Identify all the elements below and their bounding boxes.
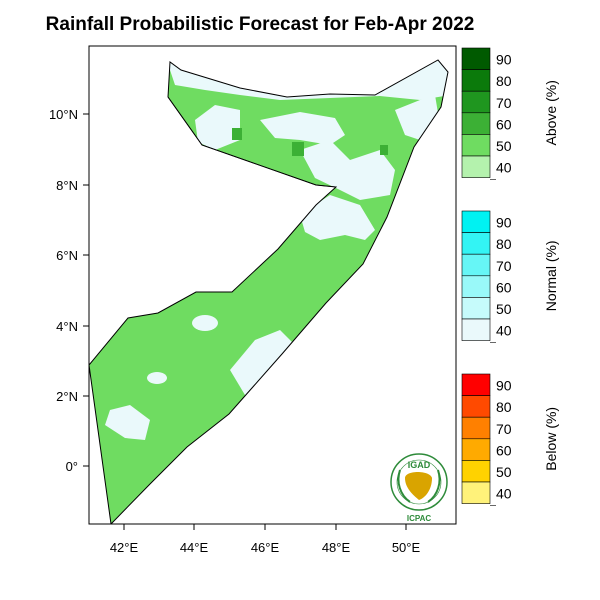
- colorbar-swatch: [461, 134, 491, 157]
- igad-icpac-logo: IGAD ICPAC: [390, 453, 448, 523]
- colorbar-swatch: [461, 210, 491, 233]
- colorbar-label: 90: [496, 52, 512, 68]
- colorbar-swatch: [461, 253, 491, 277]
- x-tick-label: 48°E: [322, 540, 351, 555]
- colorbar-label: 40: [496, 323, 512, 339]
- colorbar-swatch: [461, 460, 491, 483]
- colorbar-swatch: [461, 69, 491, 92]
- above-60-patch: [380, 145, 388, 155]
- colorbar-legends: 90 80 70 60 50 40 Above (%) 90 80 70 60 50 40 Normal …: [461, 47, 559, 506]
- x-tick-label: 50°E: [392, 540, 421, 555]
- border-line: [167, 96, 337, 188]
- colorbar-below: 90 80 70 60 50 40 Below (%): [461, 373, 559, 506]
- normal-40-area-central-north: [260, 112, 345, 145]
- colorbar-swatch: [461, 481, 491, 504]
- colorbar-label: 40: [496, 486, 512, 502]
- normal-40-area-ne: [300, 140, 395, 200]
- colorbar-swatch: [461, 416, 491, 440]
- colorbar-label: 90: [496, 378, 512, 394]
- colorbar-above: 90 80 70 60 50 40 Above (%): [461, 47, 559, 180]
- y-tick-label: 8°N: [56, 178, 78, 193]
- y-tick-label: 2°N: [56, 389, 78, 404]
- normal-40-patch: [147, 372, 167, 384]
- normal-40-patch: [192, 315, 218, 331]
- x-axis: 42°E 44°E 46°E 48°E 50°E: [110, 524, 421, 555]
- above-60-patch: [292, 142, 304, 156]
- above-60-patch: [232, 128, 242, 140]
- colorbar-swatch: [461, 47, 491, 70]
- normal-40-area-nw: [195, 105, 240, 150]
- y-tick-label: 4°N: [56, 319, 78, 334]
- x-tick-label: 44°E: [180, 540, 209, 555]
- y-tick-label: 6°N: [56, 248, 78, 263]
- colorbar-label: 80: [496, 236, 512, 252]
- y-axis: 10°N 8°N 6°N 4°N 2°N 0°: [49, 107, 89, 474]
- map-title: Rainfall Probabilistic Forecast for Feb-…: [45, 14, 475, 35]
- colorbar-label: 60: [496, 442, 512, 458]
- colorbar-swatch: [461, 90, 491, 114]
- normal-40-area-mid: [300, 195, 375, 240]
- colorbar-label: 60: [496, 116, 512, 132]
- colorbar-swatch: [461, 373, 491, 396]
- y-tick-label: 0°: [66, 459, 78, 474]
- colorbar-label: 50: [496, 138, 512, 154]
- logo-bottom-text: ICPAC: [407, 514, 432, 523]
- colorbar-swatch: [461, 297, 491, 320]
- colorbar-label: 50: [496, 464, 512, 480]
- normal-40-area-south: [105, 405, 150, 440]
- colorbar-title: Above (%): [543, 80, 559, 145]
- colorbar-swatch: [461, 275, 491, 298]
- colorbar-swatch: [461, 395, 491, 418]
- laurel-icon: [397, 469, 411, 503]
- colorbar-swatch: [461, 232, 491, 255]
- x-tick-label: 46°E: [251, 540, 280, 555]
- colorbar-swatch: [461, 318, 491, 341]
- laurel-icon: [427, 469, 441, 503]
- y-tick-label: 10°N: [49, 107, 78, 122]
- x-tick-label: 42°E: [110, 540, 139, 555]
- logo-top-text: IGAD: [408, 460, 431, 470]
- colorbar-label: 40: [496, 160, 512, 176]
- colorbar-title: Normal (%): [543, 240, 559, 311]
- africa-icon: [405, 472, 432, 500]
- colorbar-swatch: [461, 438, 491, 461]
- colorbar-title: Below (%): [543, 407, 559, 471]
- colorbar-normal: 90 80 70 60 50 40 Normal (%): [461, 210, 559, 343]
- colorbar-label: 80: [496, 399, 512, 415]
- colorbar-swatch: [461, 112, 491, 135]
- colorbar-label: 70: [496, 95, 512, 111]
- colorbar-label: 90: [496, 215, 512, 231]
- colorbar-label: 70: [496, 421, 512, 437]
- colorbar-label: 50: [496, 301, 512, 317]
- colorbar-label: 70: [496, 258, 512, 274]
- colorbar-label: 60: [496, 279, 512, 295]
- colorbar-swatch: [461, 155, 491, 178]
- colorbar-label: 80: [496, 73, 512, 89]
